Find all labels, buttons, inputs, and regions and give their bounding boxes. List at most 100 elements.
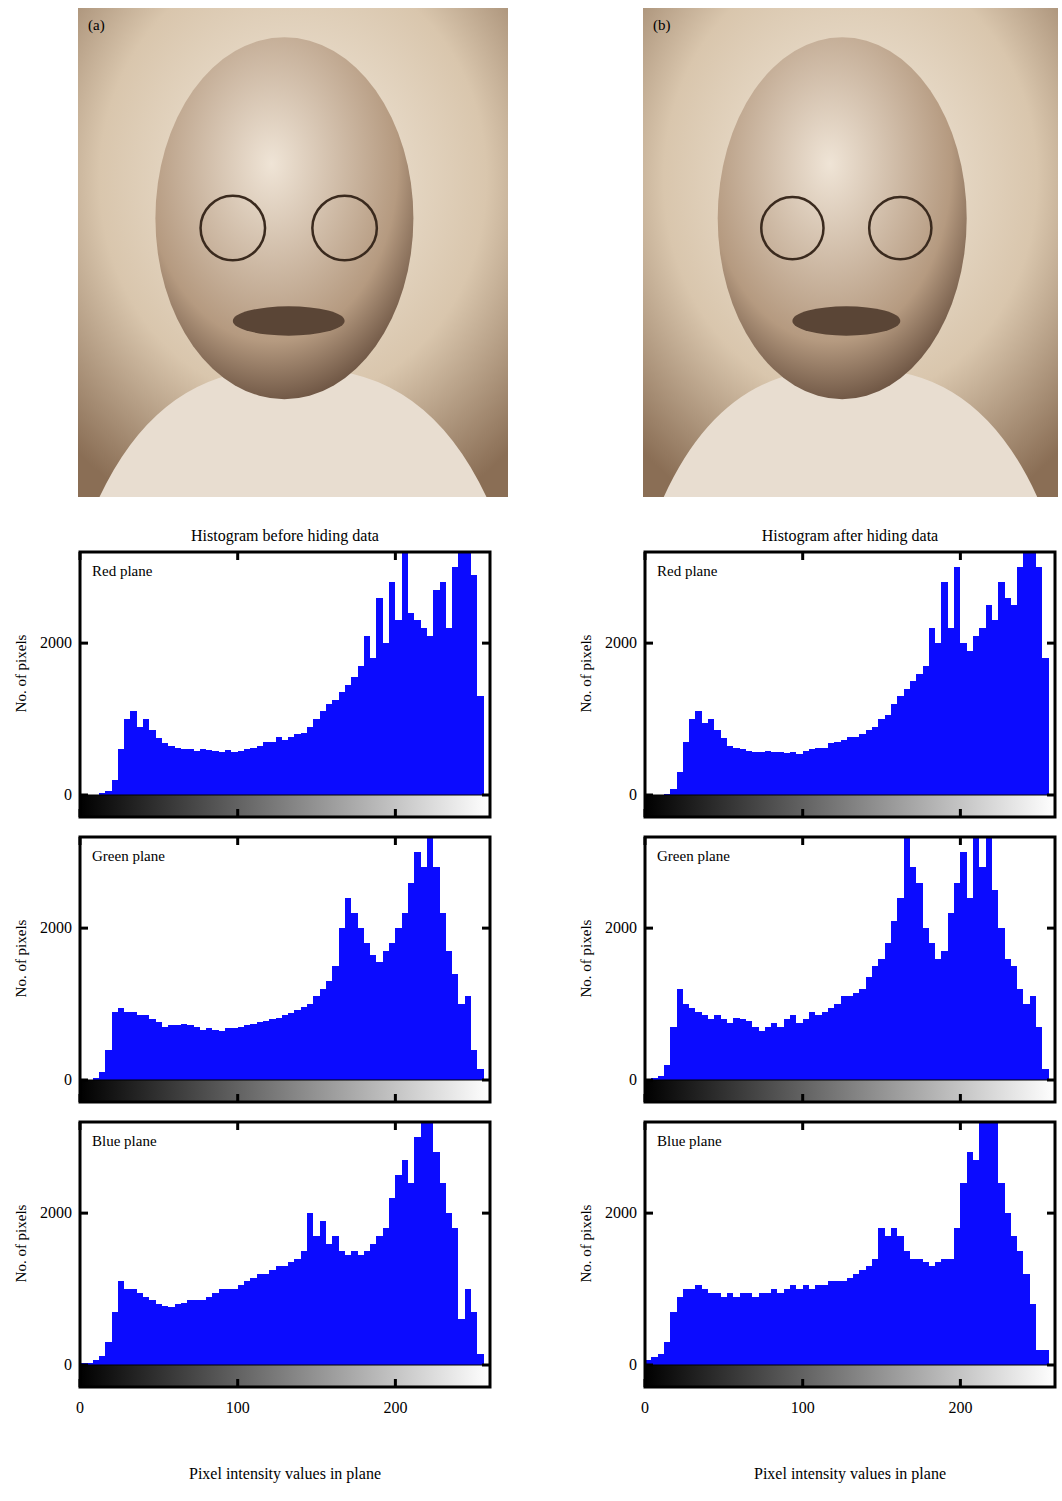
bar <box>231 1289 237 1365</box>
bar <box>124 1289 130 1365</box>
bar <box>200 749 206 795</box>
x-tick <box>644 1379 647 1387</box>
x-tick <box>801 552 804 560</box>
bar <box>992 620 998 795</box>
bar <box>244 1025 250 1080</box>
histogram-panel: 02000Green planeNo. of pixels <box>578 837 1055 1102</box>
bar <box>847 996 853 1080</box>
x-tick <box>79 837 82 845</box>
bar <box>294 1010 300 1080</box>
bar <box>112 780 118 795</box>
bar <box>313 1236 319 1365</box>
bar <box>358 1255 364 1365</box>
photo <box>643 8 1058 497</box>
bar <box>954 883 960 1080</box>
bar <box>916 1259 922 1365</box>
bar <box>1030 1304 1036 1365</box>
bar <box>859 734 865 795</box>
bar <box>809 749 815 795</box>
bar <box>1017 989 1023 1080</box>
bar <box>282 1266 288 1365</box>
bar <box>364 1251 370 1365</box>
bar <box>910 1259 916 1365</box>
y-tick <box>1047 1079 1055 1082</box>
x-tick <box>79 1379 82 1387</box>
bar <box>683 1289 689 1365</box>
bar <box>364 943 370 1080</box>
bar <box>1042 1350 1048 1365</box>
y-tick <box>645 927 653 930</box>
x-tick <box>236 1379 239 1387</box>
bar <box>1036 1350 1042 1365</box>
bar <box>727 746 733 795</box>
bar <box>137 1293 143 1365</box>
bar <box>759 1031 765 1080</box>
bar <box>427 1122 433 1365</box>
bar <box>313 996 319 1080</box>
bar <box>477 1354 483 1365</box>
title-patch <box>90 1132 159 1150</box>
bar <box>433 1152 439 1365</box>
photo-head <box>155 37 413 399</box>
figure: (a)Histogram before hiding data(b)Histog… <box>0 0 1062 1501</box>
bar <box>948 1259 954 1365</box>
panel-title: Red plane <box>657 563 718 579</box>
bar <box>433 590 439 795</box>
bar <box>916 883 922 1080</box>
bar <box>853 737 859 795</box>
bar <box>866 730 872 795</box>
y-tick <box>645 642 653 645</box>
bar <box>421 1122 427 1365</box>
bar <box>345 685 351 795</box>
bar <box>664 1065 670 1080</box>
x-tick-label: 100 <box>226 1399 250 1416</box>
bar <box>427 837 433 1080</box>
bar <box>765 1027 771 1080</box>
bar <box>370 955 376 1080</box>
bars <box>80 1122 484 1365</box>
bar <box>866 977 872 1080</box>
y-tick-label: 2000 <box>605 1204 637 1221</box>
y-tick-label: 0 <box>64 786 72 803</box>
bar <box>790 1285 796 1365</box>
bar <box>376 962 382 1080</box>
column-title: Histogram after hiding data <box>762 527 938 545</box>
bar <box>815 748 821 795</box>
bar <box>859 989 865 1080</box>
bar <box>822 1012 828 1080</box>
bar <box>421 867 427 1080</box>
y-axis-title: No. of pixels <box>578 919 594 997</box>
bar <box>105 791 111 795</box>
bar <box>206 1297 212 1365</box>
title-patch <box>655 1132 724 1150</box>
x-tick <box>959 552 962 560</box>
bar <box>998 582 1004 795</box>
bar <box>269 742 275 795</box>
frame <box>80 1122 490 1387</box>
y-tick <box>80 1212 88 1215</box>
bars <box>99 552 484 795</box>
bars <box>651 837 1048 1080</box>
x-tick-label: 100 <box>791 1399 815 1416</box>
bar <box>815 1015 821 1080</box>
bar <box>777 1027 783 1080</box>
x-tick-label: 200 <box>383 1399 407 1416</box>
y-tick-label: 2000 <box>40 634 72 651</box>
bar <box>458 552 464 795</box>
bar <box>358 928 364 1080</box>
bar <box>695 1012 701 1080</box>
y-tick-label: 2000 <box>605 634 637 651</box>
bar <box>414 852 420 1080</box>
bar <box>282 1015 288 1080</box>
bar <box>143 1015 149 1080</box>
bar <box>721 1019 727 1080</box>
bar <box>841 740 847 795</box>
bar <box>332 1236 338 1365</box>
bar <box>891 921 897 1080</box>
bar <box>471 575 477 795</box>
bar <box>765 751 771 795</box>
intensity-strip <box>645 795 1055 817</box>
bar <box>1011 966 1017 1080</box>
x-axis-title: Pixel intensity values in plane <box>754 1465 946 1483</box>
bar <box>670 1027 676 1080</box>
